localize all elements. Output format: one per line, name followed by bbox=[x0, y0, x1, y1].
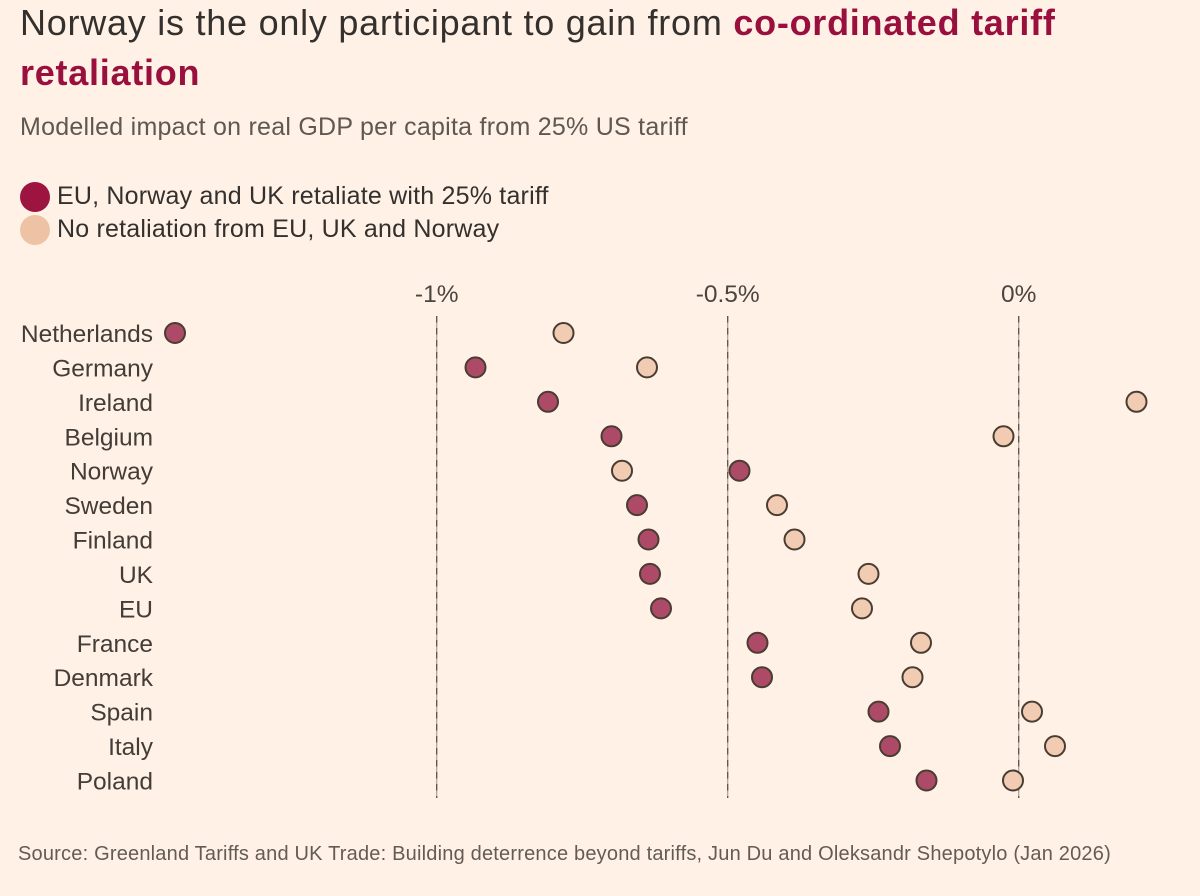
svg-text:Belgium: Belgium bbox=[64, 424, 153, 451]
svg-text:Denmark: Denmark bbox=[54, 665, 154, 692]
svg-text:0%: 0% bbox=[1001, 281, 1036, 308]
svg-text:Spain: Spain bbox=[90, 700, 153, 727]
svg-text:-0.5%: -0.5% bbox=[696, 281, 760, 308]
svg-text:Sweden: Sweden bbox=[64, 493, 153, 520]
svg-text:Norway: Norway bbox=[70, 459, 154, 486]
svg-text:France: France bbox=[77, 631, 153, 658]
svg-text:Finland: Finland bbox=[73, 528, 153, 555]
svg-text:Poland: Poland bbox=[77, 769, 153, 796]
svg-text:Italy: Italy bbox=[108, 734, 154, 761]
svg-text:-1%: -1% bbox=[415, 281, 459, 308]
svg-text:EU: EU bbox=[119, 596, 153, 623]
svg-text:Germany: Germany bbox=[52, 355, 154, 382]
svg-text:UK: UK bbox=[119, 562, 154, 589]
svg-text:Netherlands: Netherlands bbox=[21, 321, 153, 348]
svg-text:Ireland: Ireland bbox=[78, 390, 153, 417]
